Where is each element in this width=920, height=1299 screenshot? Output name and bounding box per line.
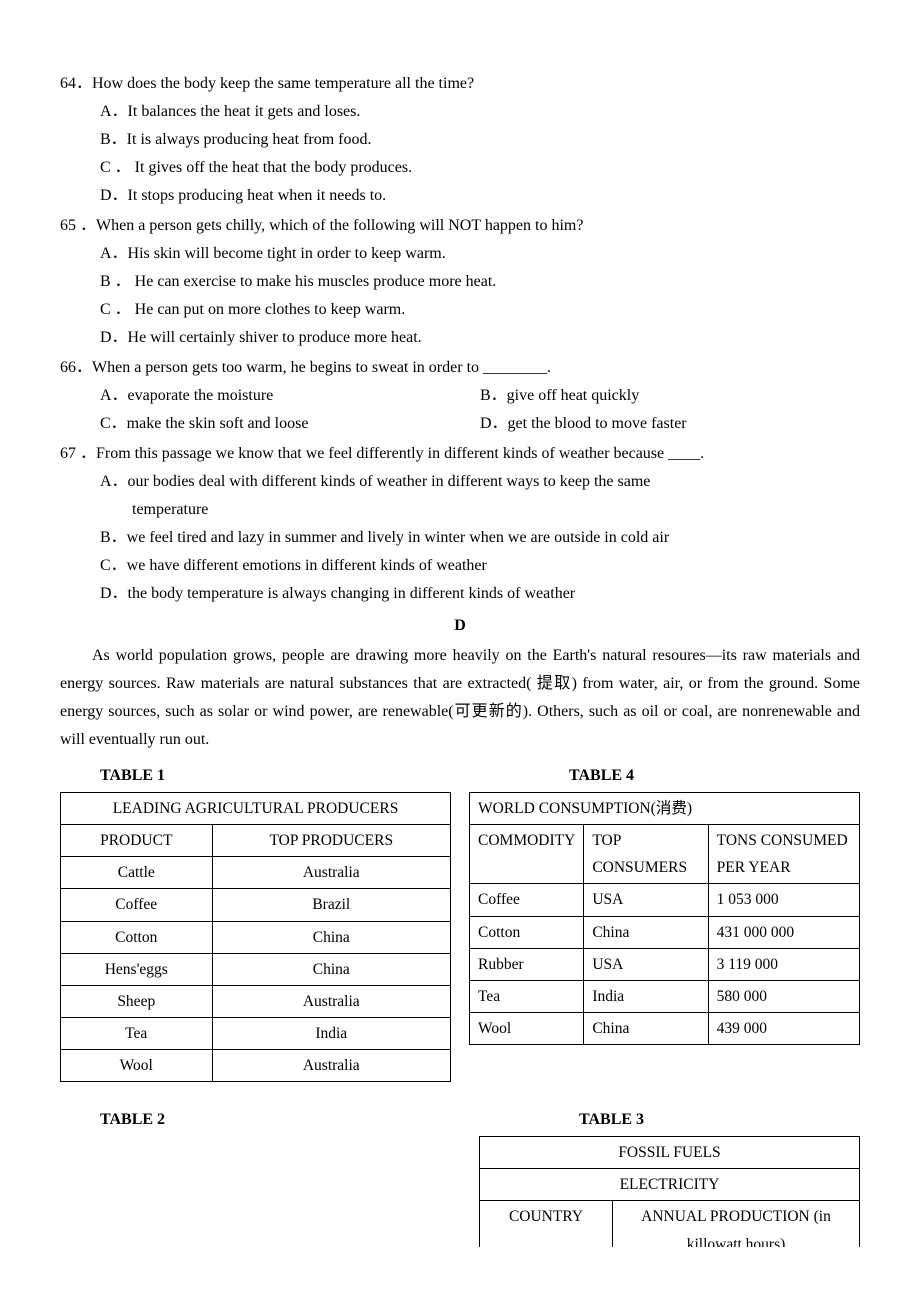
q66-opt-b: B．give off heat quickly — [480, 382, 860, 410]
question-67: 67 ．From this passage we know that we fe… — [60, 440, 860, 608]
q66-opt-d: D．get the blood to move faster — [480, 410, 860, 438]
q67-opt-c: C．we have different emotions in differen… — [100, 552, 860, 580]
table4-label: TABLE 4 — [469, 762, 860, 790]
table3-label: TABLE 3 — [479, 1106, 860, 1134]
q64-options: A．It balances the heat it gets and loses… — [60, 98, 860, 210]
table-row: TeaIndia580 000 — [470, 980, 860, 1012]
tables-row-1: TABLE 1 LEADING AGRICULTURAL PRODUCERS P… — [60, 758, 860, 1082]
q67-opt-a: A．our bodies deal with different kinds o… — [100, 468, 860, 496]
table3-block: TABLE 3 FOSSIL FUELS ELECTRICITY COUNTRY… — [459, 1102, 860, 1247]
passage-d-text: As world population grows, people are dr… — [60, 647, 860, 748]
cell: Australia — [212, 857, 450, 889]
q67-options: A．our bodies deal with different kinds o… — [60, 468, 860, 608]
table1-label: TABLE 1 — [60, 762, 451, 790]
cell: Coffee — [61, 889, 213, 921]
q66-options: A．evaporate the moisture B．give off heat… — [60, 382, 860, 438]
section-d-heading: D — [60, 612, 860, 640]
cell: China — [584, 916, 708, 948]
q64-opt-c: C ． It gives off the heat that the body … — [100, 154, 860, 182]
table1-h2: TOP PRODUCERS — [212, 825, 450, 857]
table-row: CoffeeBrazil — [61, 889, 451, 921]
table1-title: LEADING AGRICULTURAL PRODUCERS — [61, 793, 451, 825]
cell: China — [584, 1012, 708, 1044]
cell: 580 000 — [708, 980, 859, 1012]
table-row: WoolChina439 000 — [470, 1012, 860, 1044]
cell: Tea — [61, 1017, 213, 1049]
question-64: 64．How does the body keep the same tempe… — [60, 70, 860, 210]
q67-opt-a-cont: temperature — [100, 496, 860, 524]
table1: LEADING AGRICULTURAL PRODUCERS PRODUCT T… — [60, 792, 451, 1082]
cell: 3 119 000 — [708, 948, 859, 980]
q65-opt-d: D．He will certainly shiver to produce mo… — [100, 324, 860, 352]
table-row: CottonChina — [61, 921, 451, 953]
table4: WORLD CONSUMPTION(消费) COMMODITY TOP CONS… — [469, 792, 860, 1045]
q65-stem: 65 ．When a person gets chilly, which of … — [60, 212, 860, 240]
table1-block: TABLE 1 LEADING AGRICULTURAL PRODUCERS P… — [60, 758, 451, 1082]
table3-h1: COUNTRY — [480, 1201, 613, 1247]
q64-stem: 64．How does the body keep the same tempe… — [60, 70, 860, 98]
cell: USA — [584, 884, 708, 916]
tables-row-2: TABLE 2 TABLE 3 FOSSIL FUELS ELECTRICITY… — [60, 1102, 860, 1247]
q64-opt-a: A．It balances the heat it gets and loses… — [100, 98, 860, 126]
table4-h2: TOP CONSUMERS — [584, 825, 708, 884]
table-row: CottonChina431 000 000 — [470, 916, 860, 948]
table4-block: TABLE 4 WORLD CONSUMPTION(消费) COMMODITY … — [469, 758, 860, 1045]
q66-stem: 66．When a person gets too warm, he begin… — [60, 354, 860, 382]
table-row: SheepAustralia — [61, 985, 451, 1017]
table-row: TeaIndia — [61, 1017, 451, 1049]
cell: Tea — [470, 980, 584, 1012]
cell: 1 053 000 — [708, 884, 859, 916]
table2-label: TABLE 2 — [60, 1106, 441, 1134]
table2-block: TABLE 2 — [60, 1102, 441, 1136]
cell: Wool — [61, 1050, 213, 1082]
cell: Wool — [470, 1012, 584, 1044]
table-row: Hens'eggsChina — [61, 953, 451, 985]
q66-opt-c: C．make the skin soft and loose — [100, 410, 480, 438]
cell: Cotton — [61, 921, 213, 953]
table3-h2: ANNUAL PRODUCTION (in killowatt hours) — [613, 1201, 860, 1247]
q64-opt-d: D．It stops producing heat when it needs … — [100, 182, 860, 210]
table3: FOSSIL FUELS ELECTRICITY COUNTRY ANNUAL … — [479, 1136, 860, 1247]
q64-opt-b: B．It is always producing heat from food. — [100, 126, 860, 154]
passage-d: As world population grows, people are dr… — [60, 642, 860, 754]
cell: India — [584, 980, 708, 1012]
table4-h1: COMMODITY — [470, 825, 584, 884]
q65-opt-c: C ． He can put on more clothes to keep w… — [100, 296, 860, 324]
cell: Rubber — [470, 948, 584, 980]
q66-opt-a: A．evaporate the moisture — [100, 382, 480, 410]
cell: Hens'eggs — [61, 953, 213, 985]
cell: Sheep — [61, 985, 213, 1017]
table4-h3: TONS CONSUMED PER YEAR — [708, 825, 859, 884]
cell: India — [212, 1017, 450, 1049]
table-row: WoolAustralia — [61, 1050, 451, 1082]
table1-h1: PRODUCT — [61, 825, 213, 857]
question-66: 66．When a person gets too warm, he begin… — [60, 354, 860, 438]
table-row: RubberUSA3 119 000 — [470, 948, 860, 980]
question-65: 65 ．When a person gets chilly, which of … — [60, 212, 860, 352]
cell: 431 000 000 — [708, 916, 859, 948]
cell: Brazil — [212, 889, 450, 921]
q67-opt-b: B．we feel tired and lazy in summer and l… — [100, 524, 860, 552]
cell: 439 000 — [708, 1012, 859, 1044]
q65-options: A．His skin will become tight in order to… — [60, 240, 860, 352]
cell: Australia — [212, 985, 450, 1017]
q67-stem: 67 ．From this passage we know that we fe… — [60, 440, 860, 468]
q67-opt-d: D．the body temperature is always changin… — [100, 580, 860, 608]
table-row: CoffeeUSA1 053 000 — [470, 884, 860, 916]
table-row: CattleAustralia — [61, 857, 451, 889]
cell: Cattle — [61, 857, 213, 889]
cell: Australia — [212, 1050, 450, 1082]
table3-title1: FOSSIL FUELS — [480, 1137, 860, 1169]
q65-opt-a: A．His skin will become tight in order to… — [100, 240, 860, 268]
table4-title: WORLD CONSUMPTION(消费) — [470, 793, 860, 825]
cell: Coffee — [470, 884, 584, 916]
cell: China — [212, 921, 450, 953]
q65-opt-b: B ． He can exercise to make his muscles … — [100, 268, 860, 296]
cell: USA — [584, 948, 708, 980]
table3-title2: ELECTRICITY — [480, 1169, 860, 1201]
cell: Cotton — [470, 916, 584, 948]
cell: China — [212, 953, 450, 985]
